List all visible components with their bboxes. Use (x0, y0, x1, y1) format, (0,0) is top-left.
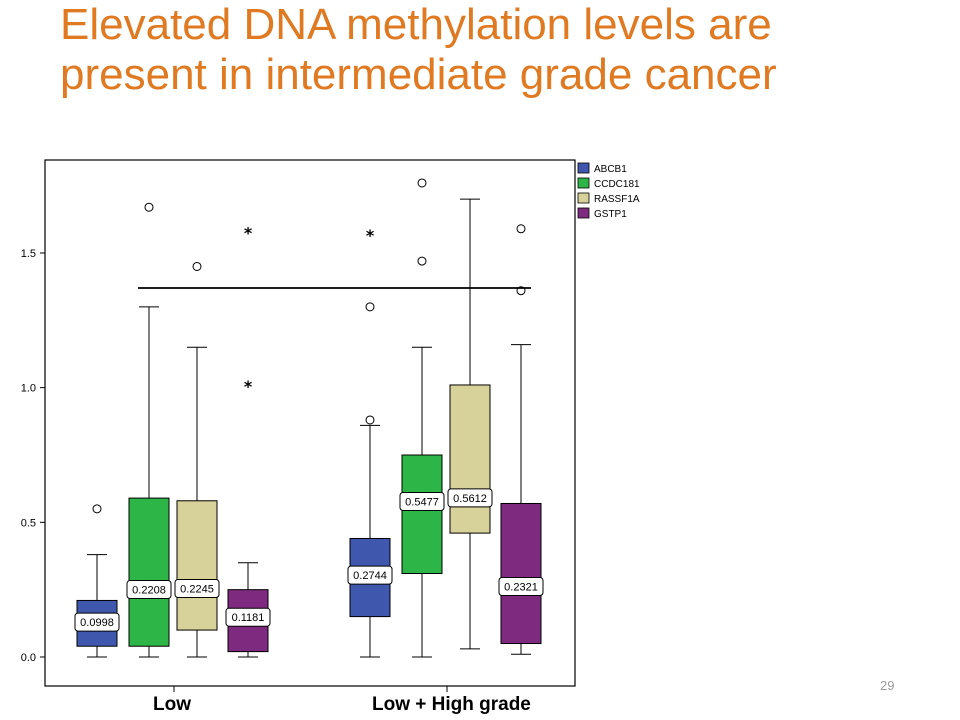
outlier-circle (365, 415, 375, 425)
legend-label-abcb1: ABCB1 (594, 164, 627, 175)
title-clip: Elevated DNA methylation levels are pres… (0, 0, 960, 158)
median-label: 0.5612 (453, 493, 487, 505)
outlier-circle (144, 202, 154, 212)
legend-label-rassf1a: RASSF1A (594, 194, 640, 205)
box-rassf1a (176, 500, 218, 631)
outlier-circle (192, 261, 202, 271)
legend-swatch-rassf1a (577, 192, 590, 204)
median-label-box (447, 488, 493, 508)
legend-swatch-gstp1 (577, 207, 590, 219)
page-number: 29 (880, 678, 895, 693)
median-label-box (225, 607, 271, 627)
outlier-circle (365, 302, 375, 312)
median-label-box (74, 612, 120, 632)
outlier-circle (516, 224, 526, 234)
category-label-low-high: Low + High grade (372, 694, 531, 715)
legend-label-gstp1: GSTP1 (594, 209, 627, 220)
outlier-star: * (244, 377, 253, 396)
outlier-star: * (244, 223, 253, 242)
median-label: 0.5477 (405, 496, 439, 508)
outlier-circle (417, 178, 427, 188)
box-ccdc181 (401, 454, 443, 575)
median-label-box (174, 579, 220, 599)
median-label-box (498, 576, 544, 596)
y-tick-label: 1.0 (21, 383, 36, 395)
category-label-low: Low (153, 694, 191, 715)
box-gstp1 (500, 502, 542, 645)
y-tick-label: 0.0 (21, 652, 36, 664)
legend-swatch-abcb1 (577, 162, 590, 174)
legend-label-ccdc181: CCDC181 (594, 179, 640, 190)
y-tick-label: 0.5 (21, 517, 36, 529)
y-tick-label: 1.5 (21, 248, 36, 260)
median-label-box (126, 580, 172, 600)
box-ccdc181 (128, 497, 170, 647)
plot-frame (44, 159, 576, 687)
median-label: 0.1181 (232, 612, 265, 624)
median-label: 0.0998 (80, 617, 114, 629)
median-label-box (347, 565, 393, 585)
outlier-circle (417, 256, 427, 266)
median-label: 0.2208 (132, 585, 166, 597)
median-label-box (399, 491, 445, 511)
outlier-circle (516, 286, 526, 296)
median-label: 0.2245 (180, 584, 214, 596)
box-rassf1a (449, 384, 491, 534)
slide-title: Elevated DNA methylation levels are pres… (60, 0, 777, 99)
legend-swatch-ccdc181 (577, 177, 590, 189)
outlier-star: * (366, 226, 375, 245)
median-label: 0.2744 (353, 570, 387, 582)
median-label: 0.2321 (504, 581, 538, 593)
outlier-circle (92, 504, 102, 514)
